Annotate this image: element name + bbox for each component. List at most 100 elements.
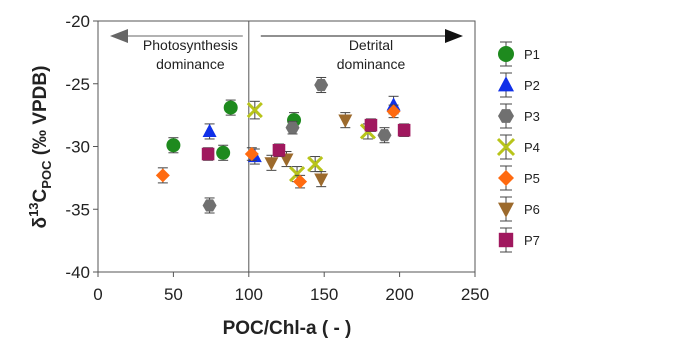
data-point bbox=[264, 154, 279, 171]
y-tick-label: -30 bbox=[65, 138, 90, 157]
data-point bbox=[386, 104, 401, 119]
data-point bbox=[202, 123, 217, 140]
y-axis-title-sub: POC bbox=[39, 160, 54, 189]
marker-triangle-down bbox=[314, 173, 329, 187]
y-tick-label: -25 bbox=[65, 75, 90, 94]
data-point bbox=[246, 100, 263, 120]
x-marker-stroke bbox=[246, 102, 263, 119]
left-annotation-line2: dominance bbox=[156, 56, 225, 72]
data-point bbox=[285, 120, 300, 135]
legend-label: P7 bbox=[524, 233, 540, 248]
data-point bbox=[244, 147, 259, 162]
legend-label: P1 bbox=[524, 47, 540, 62]
marker-triangle-up bbox=[202, 123, 217, 138]
data-point bbox=[272, 143, 286, 158]
legend-item-p4: P4 bbox=[496, 134, 540, 160]
marker-diamond bbox=[386, 104, 401, 119]
marker-x bbox=[246, 102, 263, 119]
marker-diamond bbox=[293, 174, 308, 189]
data-point bbox=[364, 118, 378, 132]
legend-marker bbox=[498, 232, 514, 248]
legend-item-p1: P1 bbox=[498, 41, 540, 67]
marker-diamond bbox=[155, 168, 170, 183]
marker-hexagon bbox=[202, 199, 217, 212]
legend: P1 P2 P3 P4 P5 P6 P7 bbox=[496, 41, 540, 253]
y-tick-label: -40 bbox=[65, 263, 90, 282]
legend-marker bbox=[498, 109, 514, 123]
marker-square bbox=[272, 143, 286, 157]
series-p3 bbox=[202, 76, 392, 214]
x-tick-label: 100 bbox=[235, 285, 263, 304]
legend-item-p3: P3 bbox=[498, 103, 540, 129]
legend-label: P6 bbox=[524, 202, 540, 217]
right-arrowhead bbox=[445, 29, 463, 43]
legend-marker bbox=[498, 46, 514, 62]
legend-label: P4 bbox=[524, 140, 540, 155]
y-axis-title: δ13CPOC (‰ VPDB) bbox=[26, 66, 54, 229]
x-tick-label: 150 bbox=[310, 285, 338, 304]
data-point bbox=[377, 127, 392, 144]
legend-item-p6: P6 bbox=[498, 196, 540, 222]
series-p6 bbox=[264, 112, 353, 188]
y-tick-label: -35 bbox=[65, 200, 90, 219]
marker-hexagon bbox=[314, 78, 329, 92]
y-axis-title-delta: δ bbox=[30, 217, 51, 229]
data-point bbox=[216, 144, 231, 161]
legend-marker bbox=[498, 202, 514, 218]
legend-marker bbox=[498, 76, 514, 92]
series-p4 bbox=[246, 100, 376, 183]
marker-triangle-down bbox=[264, 157, 279, 171]
marker-square bbox=[364, 118, 378, 132]
x-tick-label: 200 bbox=[385, 285, 413, 304]
legend-item-p2: P2 bbox=[498, 72, 540, 98]
data-point bbox=[155, 167, 170, 184]
legend-marker bbox=[498, 170, 514, 186]
right-annotation-line2: dominance bbox=[337, 56, 406, 72]
legend-marker bbox=[496, 137, 516, 157]
plot-frame bbox=[97, 20, 476, 273]
y-axis-title-sup: 13 bbox=[26, 202, 41, 216]
marker-hexagon bbox=[285, 121, 300, 134]
series-p7 bbox=[201, 118, 411, 161]
data-points bbox=[155, 76, 411, 214]
x-tick-label: 250 bbox=[461, 285, 489, 304]
data-point bbox=[314, 76, 329, 94]
y-axis: -40 -35 -30 -25 -20 bbox=[65, 12, 98, 282]
data-point bbox=[338, 112, 353, 129]
data-point bbox=[166, 137, 181, 154]
svg-text:δ13CPOC (‰ VPDB): δ13CPOC (‰ VPDB) bbox=[26, 66, 54, 229]
data-point bbox=[293, 174, 308, 189]
data-point bbox=[201, 147, 215, 161]
y-axis-title-main: C bbox=[30, 188, 51, 202]
marker-hexagon bbox=[377, 129, 392, 142]
y-axis-title-unit: (‰ VPDB) bbox=[30, 66, 51, 161]
left-annotation-line1: Photosynthesis bbox=[143, 37, 238, 53]
y-tick-label: -20 bbox=[65, 12, 90, 31]
x-axis: 0 50 100 150 200 250 bbox=[93, 272, 489, 304]
marker-square bbox=[397, 123, 411, 137]
annotations: Photosynthesis dominance Detrital dominance bbox=[110, 29, 463, 72]
x-axis-title: POC/Chl-a ( - ) bbox=[223, 318, 352, 339]
data-point bbox=[307, 156, 324, 173]
x-tick-label: 0 bbox=[93, 285, 102, 304]
x-marker-stroke bbox=[496, 137, 516, 157]
legend-label: P5 bbox=[524, 171, 540, 186]
data-point bbox=[314, 171, 329, 188]
data-point bbox=[223, 99, 238, 116]
left-arrowhead bbox=[110, 29, 128, 43]
legend-item-p7: P7 bbox=[498, 227, 540, 253]
x-marker-stroke bbox=[288, 166, 306, 183]
marker-triangle-up bbox=[386, 97, 401, 111]
right-annotation-line1: Detrital bbox=[349, 37, 393, 53]
marker-triangle-down bbox=[338, 114, 353, 128]
legend-label: P3 bbox=[524, 109, 540, 124]
legend-item-p5: P5 bbox=[498, 165, 540, 191]
legend-label: P2 bbox=[524, 78, 540, 93]
x-tick-label: 50 bbox=[164, 285, 183, 304]
data-point bbox=[202, 197, 217, 214]
marker-square bbox=[201, 147, 215, 161]
marker-circle bbox=[223, 100, 238, 115]
data-point bbox=[397, 123, 411, 137]
series-p5 bbox=[155, 104, 401, 189]
